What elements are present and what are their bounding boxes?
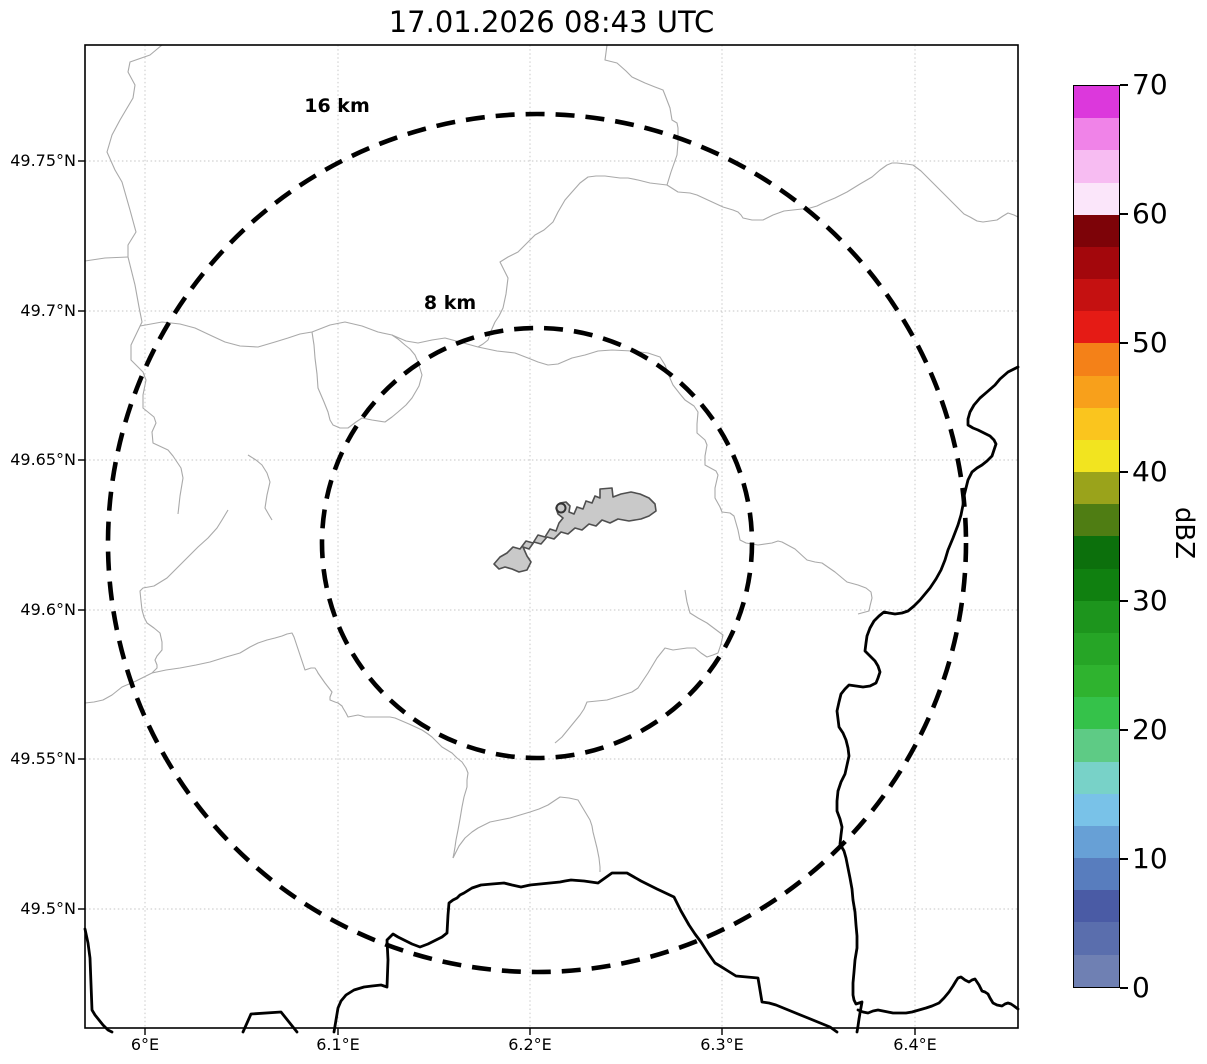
colorbar-segment [1074, 600, 1119, 633]
range-ring-label-16km: 16 km [304, 95, 370, 117]
colorbar-segment [1074, 632, 1119, 666]
colorbar-segment [1074, 118, 1119, 151]
colorbar-tick-label: 30 [1132, 584, 1168, 617]
x-tick-label: 6°E [130, 1035, 160, 1054]
y-tick-label: 49.5°N [20, 899, 76, 918]
map-frame [84, 44, 1019, 1029]
colorbar-tick-mark [1120, 987, 1128, 989]
municipal-boundary-lines [84, 44, 1019, 872]
page-title: 17.01.2026 08:43 UTC [388, 5, 715, 39]
colorbar-segment [1074, 279, 1119, 312]
y-tick-label: 49.55°N [10, 749, 76, 768]
colorbar-tick-label: 40 [1132, 455, 1168, 488]
colorbar-segments [1074, 86, 1119, 987]
colorbar-segment [1074, 536, 1119, 569]
x-tick-label: 6.4°E [893, 1035, 937, 1054]
colorbar-segment [1074, 568, 1119, 601]
y-tick-label: 49.65°N [10, 450, 76, 469]
radar-site-marker [555, 502, 567, 514]
colorbar-segment [1074, 665, 1119, 698]
colorbar-segment [1074, 729, 1119, 762]
colorbar-tick-mark [1120, 213, 1128, 215]
colorbar-tick-mark [1120, 600, 1128, 602]
colorbar-tick-mark [1120, 858, 1128, 860]
colorbar [1073, 85, 1120, 988]
colorbar-tick-label: 60 [1132, 197, 1168, 230]
colorbar-segment [1074, 504, 1119, 537]
colorbar-segment [1074, 858, 1119, 891]
range-ring-16km [105, 111, 969, 975]
x-tick-label: 6.2°E [508, 1035, 552, 1054]
colorbar-tick-label: 10 [1132, 842, 1168, 875]
colorbar-tick-label: 50 [1132, 326, 1168, 359]
colorbar-segment [1074, 311, 1119, 344]
y-tick-label: 49.75°N [10, 151, 76, 170]
colorbar-tick-label: 20 [1132, 713, 1168, 746]
colorbar-segment [1074, 182, 1119, 215]
colorbar-tick-label: 70 [1132, 68, 1168, 101]
colorbar-segment [1074, 761, 1119, 794]
colorbar-segment [1074, 954, 1119, 987]
colorbar-segment [1074, 343, 1119, 376]
colorbar-segment [1074, 472, 1119, 505]
colorbar-tick-mark [1120, 729, 1128, 731]
colorbar-segment [1074, 825, 1119, 859]
y-tick-label: 49.7°N [20, 301, 76, 320]
colorbar-segment [1074, 86, 1119, 119]
colorbar-segment [1074, 375, 1119, 408]
colorbar-tick-label: 0 [1132, 971, 1150, 1004]
range-rings [105, 111, 969, 975]
colorbar-tick-mark [1120, 84, 1128, 86]
range-ring-8km [319, 325, 755, 761]
x-tick-label: 6.1°E [316, 1035, 360, 1054]
x-tick-label: 6.3°E [700, 1035, 744, 1054]
colorbar-segment [1074, 407, 1119, 440]
colorbar-segment [1074, 922, 1119, 955]
colorbar-axis-label: dBZ [1169, 506, 1199, 560]
colorbar-segment [1074, 697, 1119, 730]
colorbar-segment [1074, 214, 1119, 247]
airport-area-polygon [493, 487, 657, 573]
colorbar-segment [1074, 890, 1119, 923]
colorbar-segment [1074, 246, 1119, 280]
country-border-lines [83, 365, 1020, 1034]
colorbar-tick-mark [1120, 342, 1128, 344]
colorbar-segment [1074, 439, 1119, 473]
colorbar-tick-mark [1120, 471, 1128, 473]
colorbar-segment [1074, 150, 1119, 183]
range-ring-label-8km: 8 km [424, 292, 476, 314]
y-tick-label: 49.6°N [20, 600, 76, 619]
colorbar-segment [1074, 793, 1119, 826]
axis-tick-marks [78, 160, 916, 1035]
